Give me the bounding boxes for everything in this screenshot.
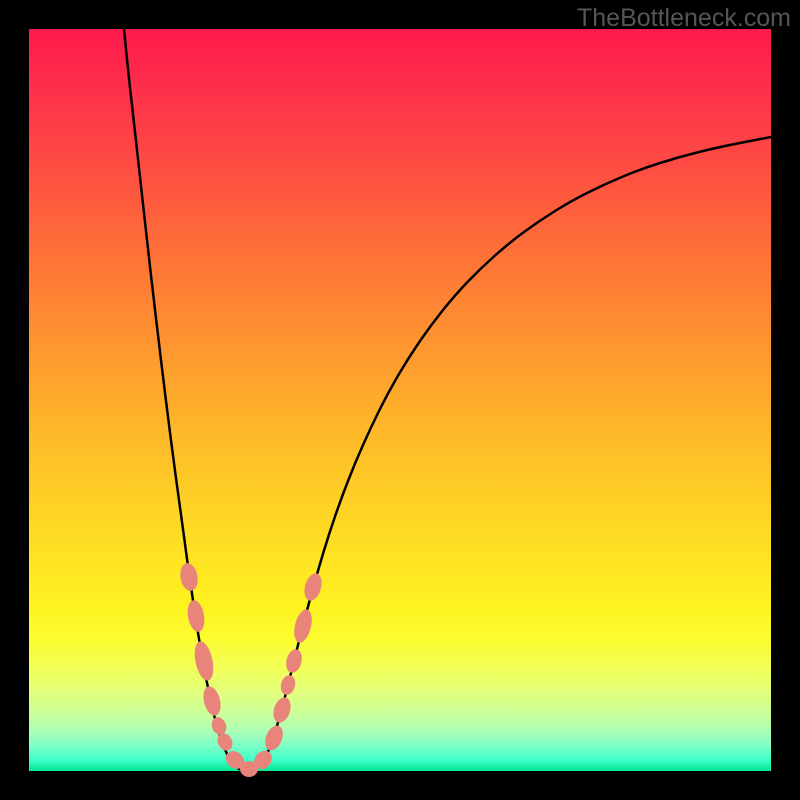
- curve-marker: [291, 608, 315, 645]
- left-curve: [124, 29, 247, 771]
- curve-marker: [178, 562, 200, 593]
- curve-marker: [192, 640, 217, 683]
- curve-marker: [201, 685, 224, 718]
- chart-frame: TheBottleneck.com: [0, 0, 800, 800]
- curve-marker: [301, 571, 324, 602]
- markers-group: [178, 562, 324, 777]
- curve-overlay: [29, 29, 771, 771]
- right-curve: [247, 137, 771, 771]
- curve-marker: [185, 599, 206, 633]
- curve-marker: [284, 648, 304, 675]
- curve-marker: [209, 715, 228, 737]
- curve-marker: [262, 723, 287, 753]
- curve-marker: [270, 695, 293, 725]
- plot-area: [29, 29, 771, 771]
- curve-marker: [279, 674, 298, 697]
- watermark-text: TheBottleneck.com: [577, 4, 791, 33]
